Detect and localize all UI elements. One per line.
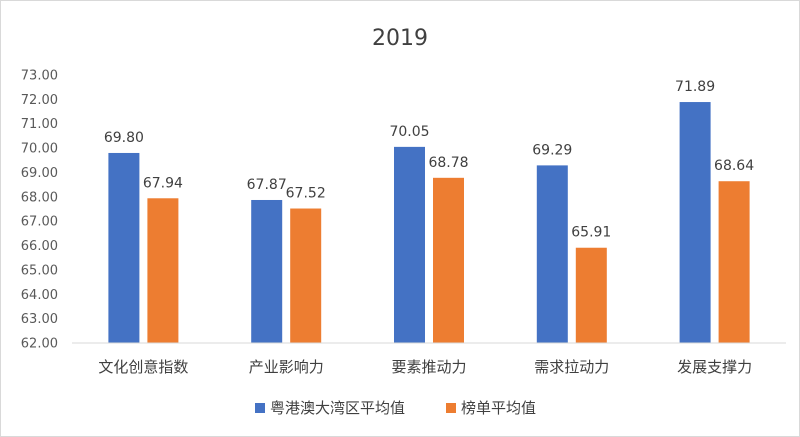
data-label: 69.29	[532, 142, 572, 158]
legend-label: 榜单平均值	[461, 399, 536, 417]
bar-gba-2	[394, 146, 425, 343]
bar-gba-0	[108, 152, 140, 343]
y-axis-ticks: 73.00 72.00 71.00 70.00 69.00 68.00 67.00 66.00…	[21, 69, 58, 352]
y-tick-label: 70.00	[21, 142, 58, 157]
bar-list-1	[290, 208, 322, 343]
y-tick-label: 72.00	[21, 93, 58, 108]
y-tick-label: 69.00	[21, 166, 58, 181]
data-label: 68.78	[428, 155, 468, 171]
bar-gba-4	[679, 102, 711, 343]
data-label: 67.52	[286, 186, 326, 202]
legend: 粤港澳大湾区平均值 榜单平均值	[255, 399, 536, 417]
bar-list-0	[147, 198, 179, 343]
x-category-label: 要素推动力	[391, 358, 466, 376]
chart-title: 2019	[372, 26, 428, 51]
data-label: 65.91	[571, 225, 611, 241]
bar-list-3	[575, 247, 607, 343]
x-axis-categories: 文化创意指数 产业影响力 要素推动力 需求拉动力 发展支撑力	[98, 358, 752, 376]
bar-gba-1	[251, 199, 283, 343]
legend-label: 粤港澳大湾区平均值	[270, 399, 405, 417]
legend-swatch	[446, 403, 456, 413]
data-label: 71.89	[675, 79, 715, 95]
y-tick-label: 67.00	[21, 215, 58, 230]
x-category-label: 需求拉动力	[534, 358, 609, 376]
bar-list-4	[718, 181, 750, 343]
y-tick-label: 63.00	[21, 312, 58, 327]
y-tick-label: 65.00	[21, 263, 58, 278]
y-tick-label: 66.00	[21, 239, 58, 254]
data-label: 67.87	[247, 177, 287, 193]
bar-list-2	[433, 177, 464, 343]
y-tick-label: 62.00	[21, 337, 58, 352]
legend-swatch	[255, 403, 265, 413]
y-tick-label: 64.00	[21, 288, 58, 303]
x-category-label: 文化创意指数	[98, 358, 188, 376]
data-labels: 69.80 67.87 70.05 69.29 71.89 67.94 67.52 68.78…	[104, 79, 754, 241]
data-label: 70.05	[389, 124, 429, 140]
x-category-label: 产业影响力	[249, 358, 324, 376]
y-tick-label: 71.00	[21, 117, 58, 132]
x-category-label: 发展支撑力	[677, 358, 752, 376]
bars	[108, 102, 750, 343]
bar-gba-3	[536, 165, 568, 343]
y-tick-label: 73.00	[21, 69, 58, 84]
y-tick-label: 68.00	[21, 190, 58, 205]
data-label: 69.80	[104, 130, 144, 146]
data-label: 68.64	[714, 158, 754, 174]
data-label: 67.94	[143, 175, 183, 191]
